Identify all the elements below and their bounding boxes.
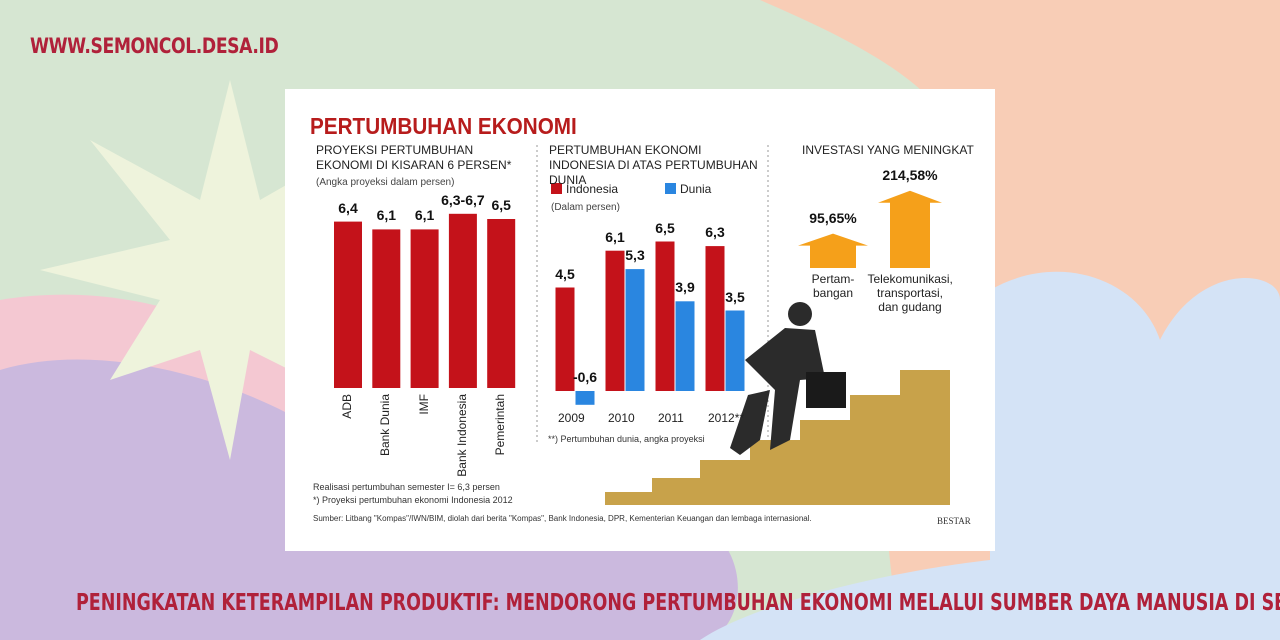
- bar: [675, 301, 695, 391]
- bar: [625, 269, 645, 391]
- headline: PENINGKATAN KETERAMPILAN PRODUKTIF: MEND…: [76, 590, 1280, 616]
- bar: [725, 310, 745, 391]
- value-label: 6,1: [605, 228, 625, 245]
- bar: [605, 250, 625, 391]
- footnote: **) Pertumbuhan dunia, angka proyeksi: [548, 434, 705, 444]
- bar: [372, 229, 401, 388]
- note: Realisasi pertumbuhan semester I= 6,3 pe…: [313, 482, 500, 492]
- panel-subtitle: (Dalam persen): [551, 202, 620, 213]
- value-label: 6,5: [491, 197, 511, 213]
- value-label: 6,1: [414, 207, 435, 224]
- value-label: 6,5: [655, 219, 675, 236]
- value-label: 95,65%: [809, 209, 857, 226]
- bar: [334, 221, 362, 388]
- legend-swatch: [665, 183, 676, 194]
- legend-label: Indonesia: [566, 182, 619, 196]
- category-label: 2011: [658, 411, 684, 425]
- arrow: [798, 233, 868, 268]
- value-label: 5,3: [625, 247, 645, 264]
- value-label: 6,3: [705, 224, 725, 241]
- panel-title: INVESTASI YANG MENINGKAT: [802, 143, 974, 157]
- category-label: Pemerintah: [493, 394, 508, 456]
- value-label: 4,5: [555, 265, 575, 282]
- bar: [448, 213, 477, 388]
- note: *) Proyeksi pertumbuhan ekonomi Indonesi…: [313, 495, 513, 505]
- bar: [410, 229, 439, 388]
- category-label: Bank Indonesia: [454, 394, 469, 477]
- credit: BESTAR: [937, 516, 971, 526]
- value-label: 3,5: [725, 288, 745, 305]
- value-label: 214,58%: [882, 166, 938, 183]
- source: Sumber: Litbang "Kompas"/IWN/BIM, diolah…: [313, 514, 812, 523]
- category-label: 2009: [558, 411, 585, 425]
- legend-swatch: [551, 183, 562, 194]
- arrow-label: Pertam-bangan: [811, 272, 855, 300]
- category-label: 2012**: [708, 411, 745, 425]
- bar: [575, 391, 595, 405]
- bar: [555, 287, 575, 391]
- category-label: ADB: [340, 394, 354, 419]
- panel-subtitle: (Angka proyeksi dalam persen): [316, 177, 455, 188]
- value-label: 6,1: [376, 207, 397, 224]
- legend-label: Dunia: [680, 182, 712, 196]
- value-label: 3,9: [675, 279, 695, 296]
- category-label: 2010: [608, 411, 635, 425]
- bar: [655, 241, 675, 391]
- site-name: WWW.SEMONCOL.DESA.ID: [30, 34, 279, 58]
- category-label: Bank Dunia: [378, 394, 393, 457]
- panel-title: PERTUMBUHAN EKONOMI INDONESIA DI ATAS PE…: [549, 143, 758, 187]
- bar: [487, 219, 516, 388]
- bar: [705, 246, 725, 391]
- infographic-title: PERTUMBUHAN EKONOMI: [310, 113, 577, 139]
- arrow: [878, 190, 942, 268]
- value-label: 6,4: [338, 199, 358, 216]
- arrow-label: Telekomunikasi, transportasi, dan gudang: [867, 272, 953, 314]
- panel-title: PROYEKSI PERTUMBUHAN EKONOMI DI KISARAN …: [316, 143, 512, 172]
- value-label: -0,6: [572, 369, 598, 385]
- value-label: 6,3-6,7: [441, 191, 485, 208]
- category-label: IMF: [416, 394, 431, 415]
